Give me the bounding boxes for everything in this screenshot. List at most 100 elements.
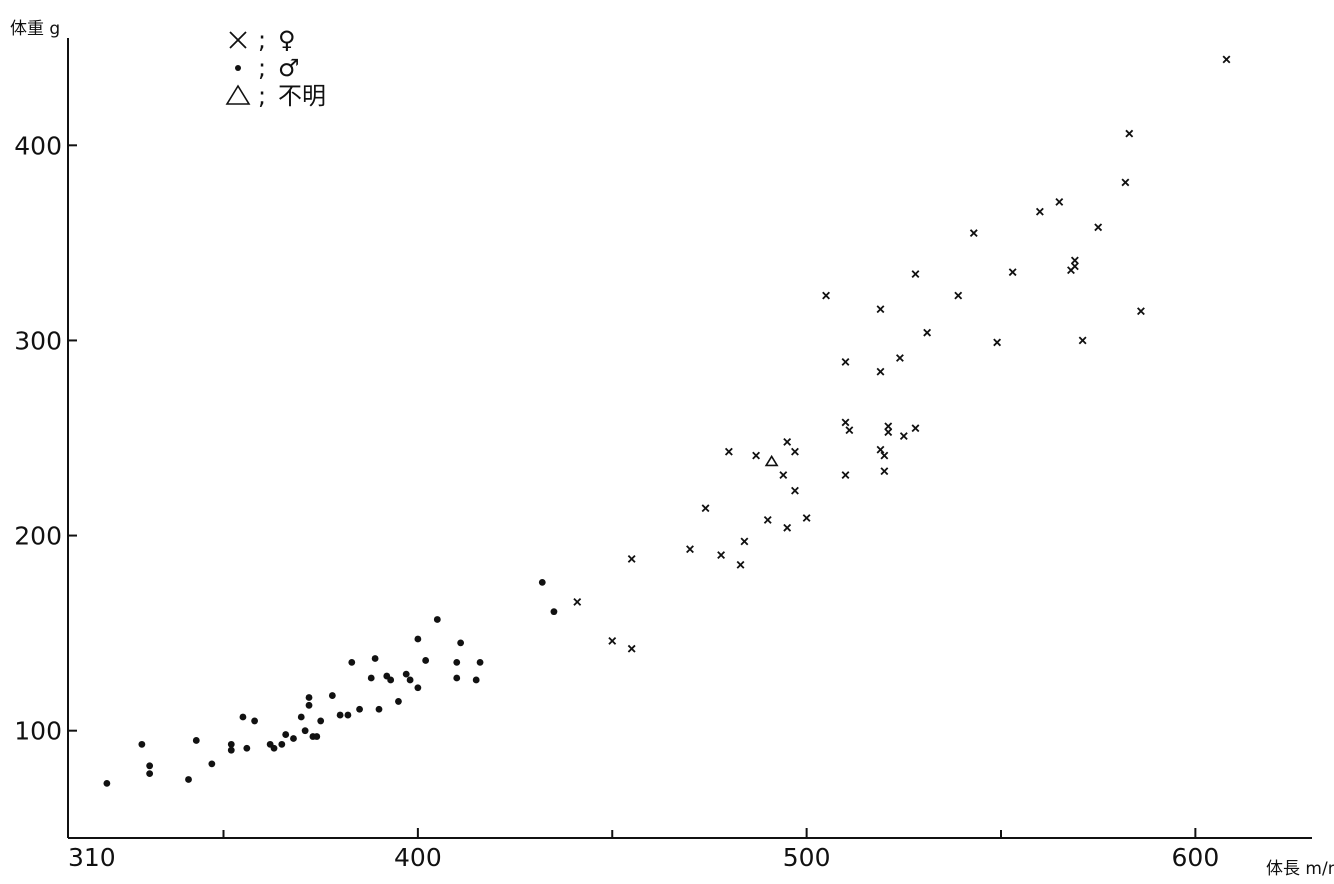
data-point-s0-25 (876, 445, 885, 454)
data-point-s0-33 (911, 270, 920, 279)
data-point-s0-48 (1137, 307, 1145, 316)
data-point-s0-0 (573, 597, 582, 606)
data-point-s0-36 (969, 229, 978, 238)
data-point-s0-47 (1125, 129, 1134, 138)
data-point-s1-13 (270, 744, 278, 752)
data-point-s0-23 (876, 305, 885, 314)
data-point-s1-26 (344, 711, 352, 719)
data-point-s1-43 (457, 639, 465, 647)
x-tick-label-400: 400 (394, 843, 442, 872)
data-point-s0-38 (993, 338, 1002, 347)
y-axis-title: 体重 g (10, 19, 60, 39)
data-point-s1-17 (297, 713, 305, 721)
x-tick-label-600: 600 (1172, 843, 1220, 872)
legend-label-0: ♀ (278, 26, 296, 54)
y-tick-label-200: 200 (14, 522, 62, 551)
data-point-s0-39 (1035, 207, 1044, 216)
data-point-s1-18 (301, 727, 309, 735)
data-point-s0-31 (899, 432, 908, 440)
data-point-s1-47 (550, 608, 558, 616)
x-axis-title: 体長 m/m (1266, 859, 1334, 879)
legend-sep-0: ; (258, 26, 266, 54)
data-point-s0-13 (783, 523, 792, 532)
data-point-s1-3 (146, 762, 154, 770)
data-point-s0-43 (1070, 256, 1079, 265)
data-point-s1-29 (367, 674, 375, 682)
data-point-s1-31 (375, 705, 383, 713)
data-point-s1-28 (356, 705, 363, 713)
data-point-s0-19 (841, 471, 850, 480)
legend-marker-0 (229, 31, 247, 49)
data-point-s1-14 (278, 740, 286, 748)
legend-sep-1: ; (258, 54, 266, 82)
data-point-s1-38 (414, 635, 422, 643)
data-point-s0-3 (627, 555, 636, 563)
data-point-s0-7 (724, 447, 733, 456)
legend-item-0: ; ♀ (229, 26, 296, 54)
data-point-s0-24 (876, 367, 885, 376)
data-point-s0-15 (791, 486, 799, 495)
data-point-s1-39 (422, 657, 430, 664)
data-point-s1-37 (414, 684, 422, 692)
data-point-s1-15 (282, 731, 290, 738)
data-point-s0-46 (1121, 178, 1130, 187)
data-point-s0-18 (822, 291, 830, 300)
axes (67, 38, 1312, 839)
data-point-s1-41 (453, 658, 461, 666)
legend: ; ♀; ♂; 不明 (225, 26, 326, 110)
data-point-s0-9 (740, 537, 749, 546)
legend-marker-2 (225, 84, 251, 105)
data-point-s0-8 (736, 560, 745, 569)
data-point-s1-1 (138, 740, 146, 748)
y-tick-label-300: 300 (14, 326, 62, 355)
data-point-s0-1 (608, 636, 617, 645)
data-point-s1-11 (251, 717, 258, 725)
y-tick-label-400: 400 (14, 131, 62, 160)
series-0 (573, 55, 1231, 653)
data-point-s0-17 (802, 514, 811, 522)
data-point-s0-44 (1078, 336, 1087, 345)
data-point-s0-10 (752, 451, 761, 460)
data-point-s0-21 (841, 357, 850, 366)
data-point-s1-7 (227, 740, 235, 748)
data-points (103, 55, 1231, 787)
legend-item-2: ; 不明 (225, 82, 326, 110)
legend-marker-1 (235, 65, 241, 71)
x-tick-label-500: 500 (783, 843, 831, 872)
data-point-s1-20 (305, 694, 313, 701)
series-1 (103, 578, 558, 787)
data-point-s0-22 (845, 426, 854, 435)
data-point-s0-14 (783, 437, 792, 446)
x-tick-label-310: 310 (68, 843, 116, 872)
data-point-s1-19 (305, 701, 313, 709)
data-point-s0-49 (1222, 55, 1231, 64)
data-point-s0-12 (779, 471, 788, 480)
data-point-s0-45 (1094, 223, 1103, 232)
data-point-s2-0 (764, 454, 779, 467)
data-point-s0-26 (880, 451, 889, 460)
data-point-s0-4 (686, 545, 694, 554)
data-point-s0-11 (763, 516, 772, 524)
data-point-s1-10 (243, 744, 251, 752)
data-point-s0-30 (895, 354, 904, 362)
data-point-s1-23 (317, 717, 325, 725)
legend-item-1: ; ♂ (235, 54, 300, 82)
data-point-s1-8 (227, 746, 235, 754)
data-point-s1-46 (538, 578, 546, 586)
ticks (67, 144, 1197, 838)
data-point-s0-28 (884, 428, 893, 437)
data-point-s1-27 (348, 658, 356, 666)
data-point-s1-45 (476, 658, 484, 666)
data-point-s0-20 (841, 418, 850, 427)
data-point-s1-5 (192, 737, 200, 744)
data-point-s0-29 (884, 422, 893, 431)
data-point-s1-6 (208, 760, 216, 768)
legend-sep-2: ; (258, 82, 266, 110)
data-point-s1-33 (387, 676, 395, 684)
data-point-s1-25 (336, 711, 344, 719)
y-tick-label-100: 100 (14, 717, 62, 746)
data-point-s0-2 (627, 644, 636, 653)
data-point-s1-4 (185, 776, 192, 783)
data-point-s1-22 (313, 733, 321, 740)
